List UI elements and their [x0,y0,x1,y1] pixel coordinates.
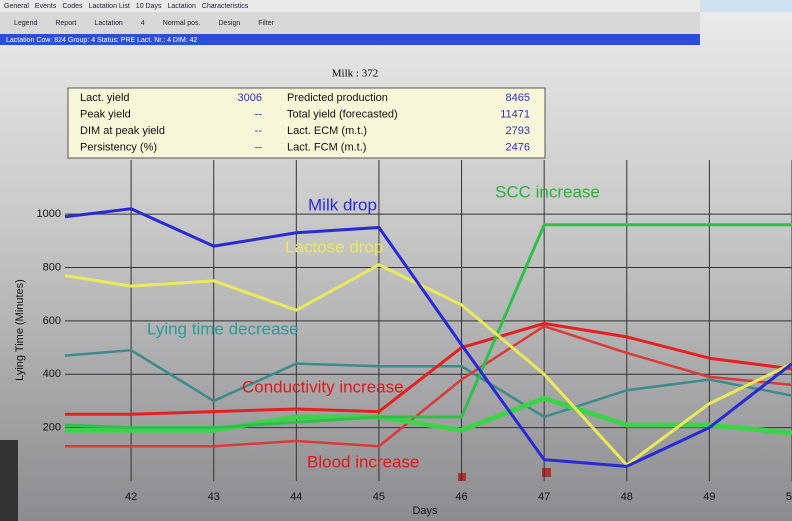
status-bar [0,34,700,45]
info-cell: DIM at peak yield [80,125,165,137]
menu-item[interactable]: Characteristics [202,3,249,10]
data-line [64,348,792,419]
info-cell: Persistency (%) [80,141,157,153]
info-cell: Peak yield [80,108,131,120]
menu-bar [0,0,700,12]
info-cell: 11471 [500,108,530,120]
annotation: Milk drop [308,195,377,214]
info-cell: Lact. ECM (m.t.) [287,125,367,137]
info-cell: 8465 [506,92,530,104]
annotation: SCC increase [495,182,600,201]
y-tick-label: 600 [43,315,61,327]
annotation: Blood increase [307,452,419,471]
info-cell: 2793 [506,125,530,137]
data-line [64,223,792,430]
info-cell: Total yield (forecasted) [287,108,398,120]
window-corner [700,0,792,12]
info-cell: -- [255,141,263,153]
data-line [64,207,792,468]
toolbar-button[interactable]: Lactation [94,20,123,27]
event-marker [542,468,551,477]
x-tick-label: 47 [538,491,550,503]
toolbar [0,12,700,34]
y-tick-label: 800 [43,261,61,273]
x-tick-label: 42 [125,491,137,503]
x-tick-label: 46 [455,491,467,503]
toolbar-button[interactable]: Normal pos. [163,20,201,27]
toolbar-button[interactable]: 4 [141,20,145,27]
menu-item[interactable]: General [4,3,29,10]
data-line [65,324,792,448]
info-cell: -- [255,125,263,137]
data-line [65,395,792,436]
x-tick-label: 43 [208,491,220,503]
x-tick-label: 45 [373,491,385,503]
info-cell: Predicted production [287,92,388,104]
status-text: Lactation Cow: 824 Group: 4 Status: PRE … [6,37,198,44]
annotation: Lying time decrease [147,319,299,338]
data-line [65,322,792,416]
menu-item[interactable]: Lactation List [89,3,130,10]
left-edge [0,440,18,521]
y-tick-label: 1000 [37,208,61,220]
y-axis-label: Lying Time (Minutes) [14,279,26,381]
y-tick-label: 400 [43,368,61,380]
toolbar-button[interactable]: Design [218,20,240,27]
toolbar-button[interactable]: Report [55,20,76,27]
x-axis-label: Days [412,505,438,517]
y-tick-label: 200 [43,422,61,434]
info-cell: Lact. FCM (m.t.) [287,141,366,153]
info-cell: Lact. yield [80,92,130,104]
toolbar-button[interactable]: Legend [14,20,37,27]
x-tick-label: 44 [290,491,302,503]
toolbar-button[interactable]: Filter [258,20,274,27]
x-tick-label: 49 [703,491,715,503]
chart-title: Milk : 372 [332,68,378,80]
info-cell: -- [255,108,263,120]
x-tick-label: 48 [621,491,633,503]
annotation: Lactose drop [285,237,383,256]
menu-item[interactable]: 10 Days [136,3,162,10]
info-cell: 2476 [506,141,530,153]
menu-item[interactable]: Lactation [167,3,196,10]
plot [64,160,792,481]
info-cell: 3006 [238,92,262,104]
menu-item[interactable]: Codes [62,3,83,10]
info-box [67,87,546,159]
x-tick-label: 50 [786,491,792,503]
menu-item[interactable]: Events [35,3,57,10]
annotation: Conductivity increase [242,377,404,396]
